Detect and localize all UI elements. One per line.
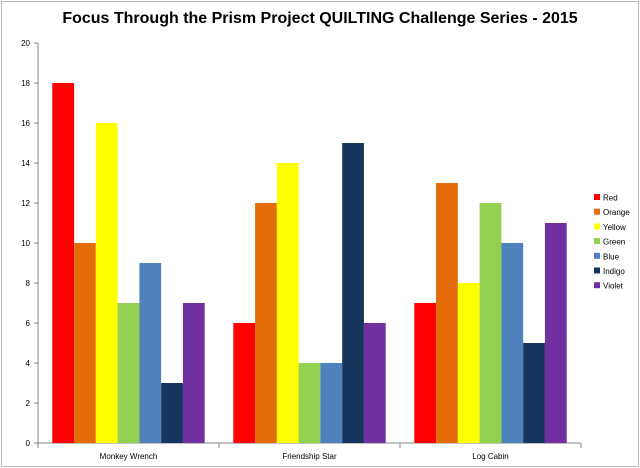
bar-orange [74, 243, 96, 443]
chart-title: Focus Through the Prism Project QUILTING… [62, 10, 578, 27]
bar-indigo [342, 143, 364, 443]
y-tick-label: 4 [26, 359, 31, 368]
bar-blue [139, 263, 162, 443]
y-tick-label: 2 [26, 399, 31, 408]
bar-red [414, 303, 437, 443]
bar-blue [320, 363, 343, 443]
legend-swatch [594, 267, 600, 274]
bar-yellow [95, 123, 118, 443]
legend-label: Violet [603, 282, 624, 291]
bar-indigo [161, 383, 183, 443]
y-tick-label: 8 [26, 279, 31, 288]
legend-swatch [594, 238, 600, 245]
bar-orange [436, 183, 458, 443]
legend-swatch [594, 282, 600, 289]
legend-label: Indigo [603, 267, 625, 276]
y-tick-label: 6 [26, 319, 31, 328]
bar-indigo [523, 343, 545, 443]
bar-blue [501, 243, 524, 443]
bar-green [298, 363, 321, 443]
bar-red [233, 323, 256, 443]
legend-label: Orange [603, 208, 630, 217]
bar-violet [363, 323, 386, 443]
legend-label: Red [603, 194, 618, 203]
y-tick-label: 0 [26, 439, 31, 448]
bar-orange [255, 203, 277, 443]
legend-swatch [594, 223, 600, 230]
bar-yellow [276, 163, 299, 443]
legend-label: Blue [603, 252, 620, 261]
y-tick-label: 16 [21, 119, 30, 128]
y-tick-label: 10 [21, 239, 30, 248]
y-tick-label: 18 [21, 79, 30, 88]
bar-red [52, 83, 75, 443]
bar-violet [182, 303, 205, 443]
y-tick-label: 12 [21, 199, 30, 208]
bar-green [479, 203, 502, 443]
legend-swatch [594, 252, 600, 259]
bar-green [117, 303, 140, 443]
y-tick-label: 14 [21, 159, 30, 168]
x-tick-label: Log Cabin [472, 452, 508, 461]
bar-yellow [457, 283, 480, 443]
legend-swatch [594, 194, 600, 200]
legend-label: Green [603, 238, 625, 247]
chart-legend: Red Orange Yellow Green Blue Indigo Violet [594, 194, 630, 291]
legend-label: Yellow [603, 223, 626, 232]
bar-violet [544, 223, 567, 443]
y-tick-label: 20 [21, 39, 30, 48]
chart-bars [52, 83, 567, 443]
legend-swatch [594, 208, 600, 215]
x-tick-label: Friendship Star [282, 452, 337, 461]
x-tick-label: Monkey Wrench [100, 452, 158, 461]
